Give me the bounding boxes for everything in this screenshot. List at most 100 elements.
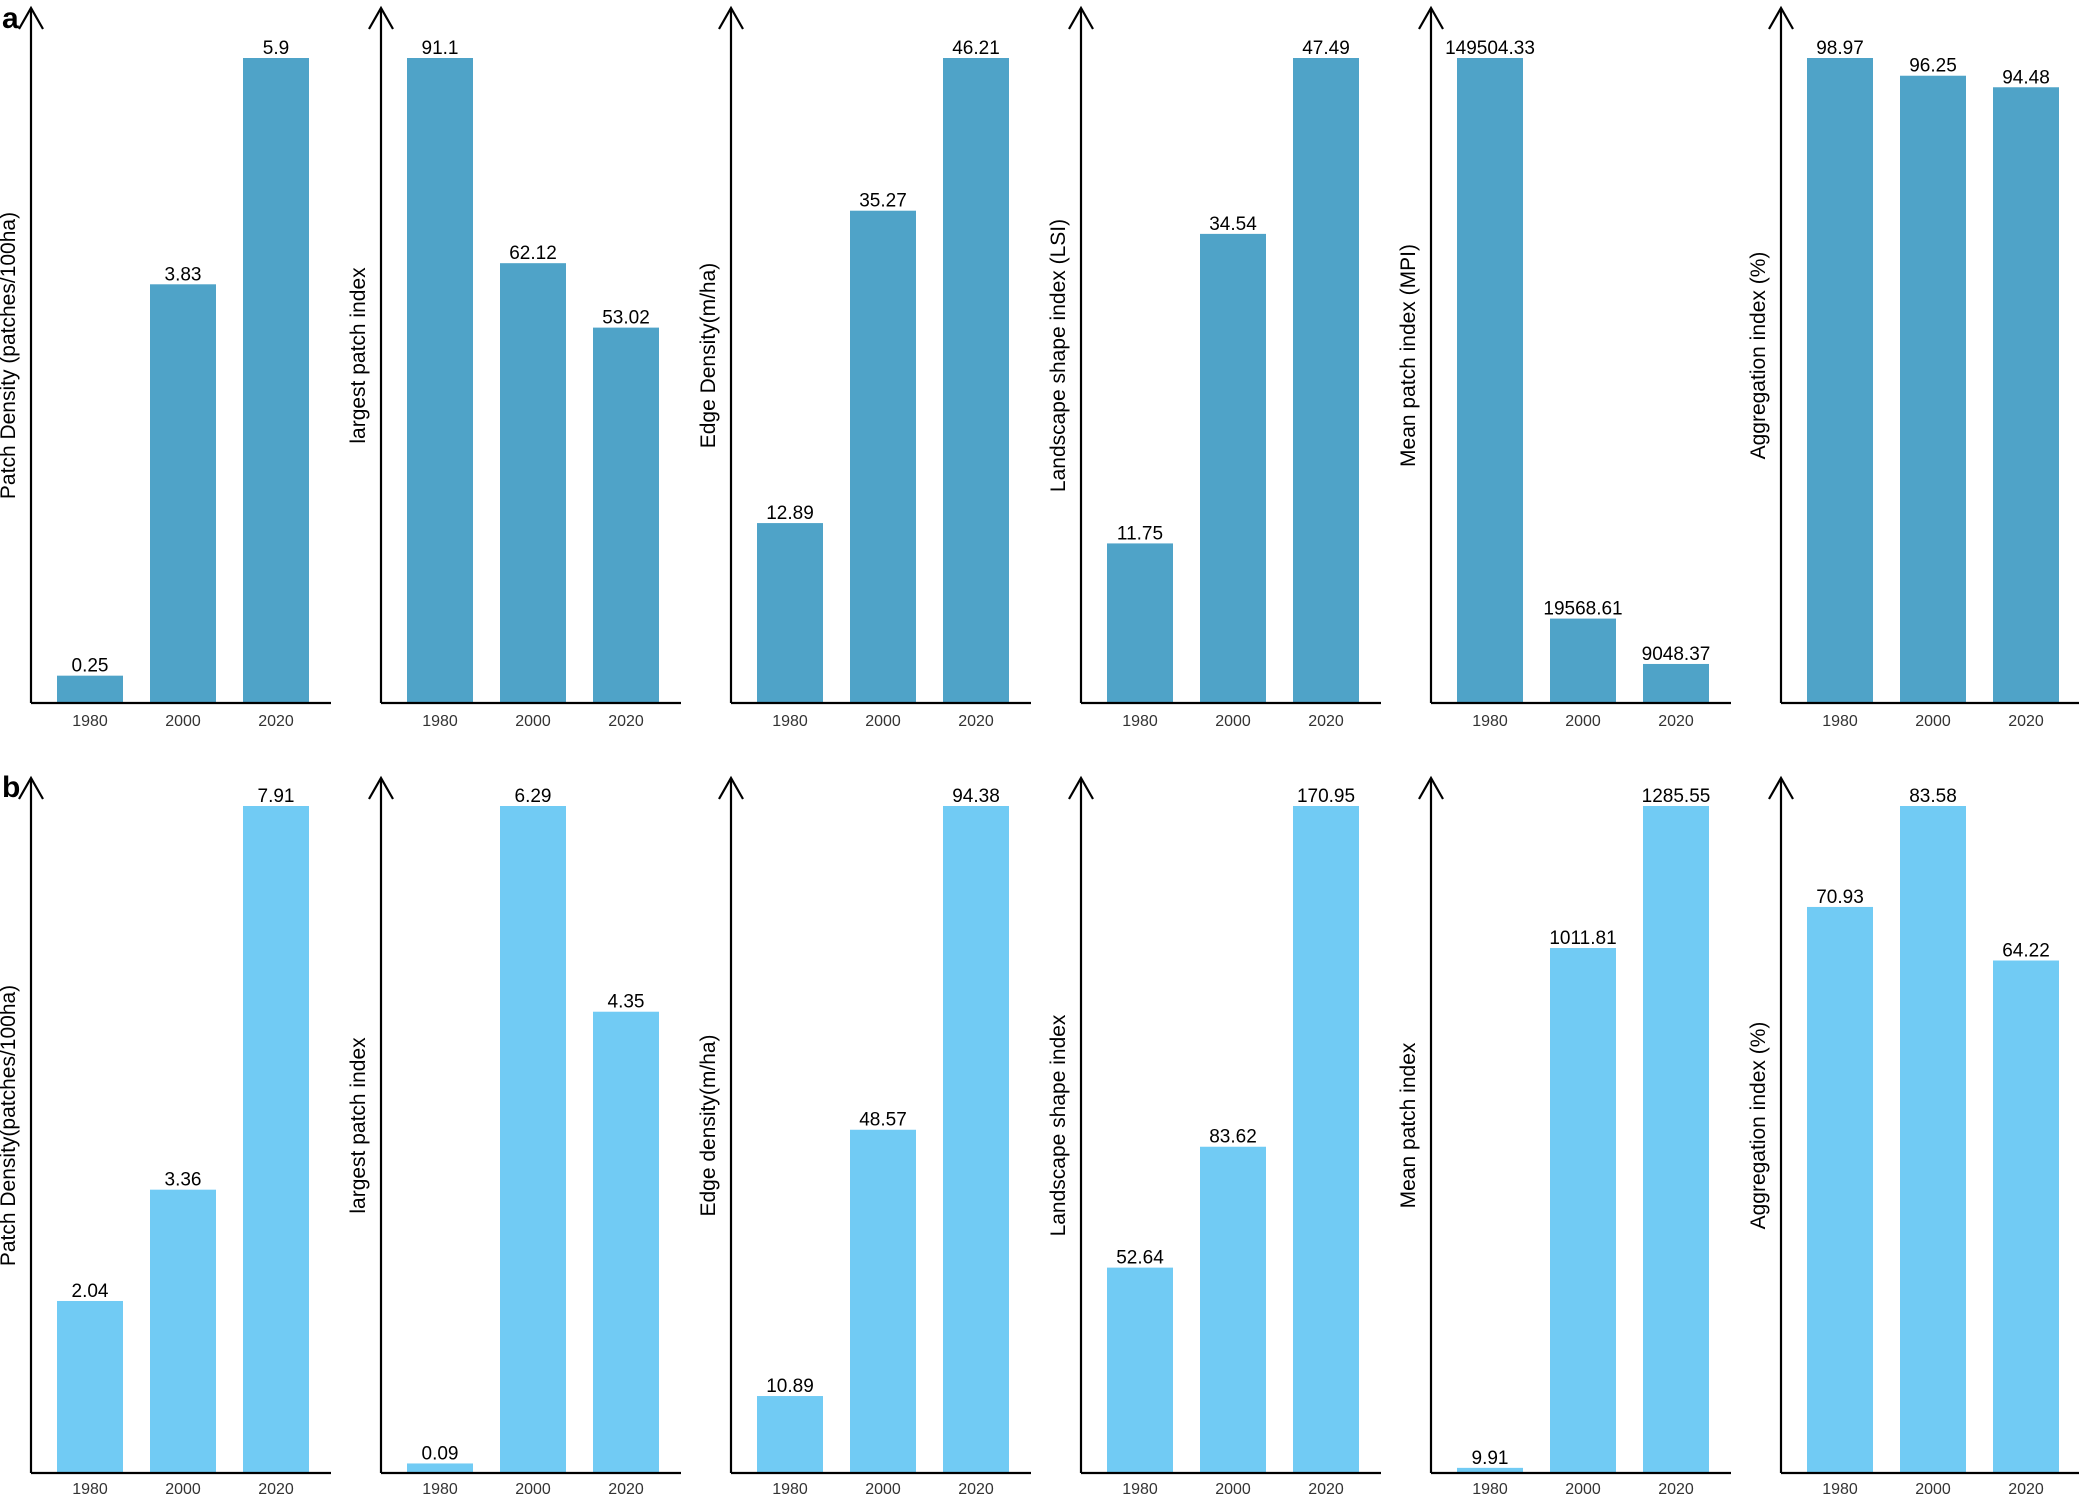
chart-a-3-y-axis-arrow: [718, 5, 744, 30]
chart-a-4-value-label-2020: 47.49: [1302, 38, 1350, 59]
chart-b-1-y-axis-label: Patch Density(patches/100ha): [0, 985, 20, 1266]
chart-b-2-tick-label-1980: 1980: [422, 1481, 458, 1498]
chart-b-5-tick-label-2000: 2000: [1565, 1481, 1601, 1498]
chart-a-2-value-label-2000: 62.12: [509, 243, 557, 264]
chart-a-6-tick-label-1980: 1980: [1822, 713, 1858, 730]
chart-b-2-y-axis-arrow: [368, 775, 394, 800]
chart-a-3-y-axis-label: Edge Density(m/ha): [697, 263, 720, 449]
chart-a-6-tick-label-2000: 2000: [1915, 713, 1951, 730]
chart-b-4-value-label-1980: 52.64: [1116, 1248, 1164, 1269]
chart-a-5-value-label-2000: 19568.61: [1543, 599, 1622, 620]
chart-b-2-tick-label-2000: 2000: [515, 1481, 551, 1498]
chart-a-2-bar-2020: [593, 327, 659, 703]
chart-b-5-bar-1980: [1457, 1467, 1523, 1473]
chart-a-1-tick-label-2020: 2020: [258, 713, 294, 730]
chart-b-1-tick-label-1980: 1980: [72, 1481, 108, 1498]
chart-b-3-y-axis-arrow: [718, 775, 744, 800]
chart-b-4-bar-1980: [1107, 1267, 1173, 1473]
chart-b-5-y-axis-label: Mean patch index: [1397, 1042, 1420, 1208]
chart-b-3-bar-2020: [943, 806, 1009, 1473]
panel-label-a: a: [2, 2, 19, 35]
chart-b-6-value-label-2000: 83.58: [1909, 786, 1957, 807]
chart-b-5-tick-label-2020: 2020: [1658, 1481, 1694, 1498]
chart-a-6-bar-1980: [1807, 58, 1873, 703]
chart-a-3-value-label-1980: 12.89: [766, 503, 814, 524]
chart-a-1-bar-2020: [243, 58, 309, 703]
chart-a-2-bar-2000: [500, 263, 566, 703]
chart-a-4-value-label-1980: 11.75: [1117, 523, 1163, 544]
chart-a-4-tick-label-2000: 2000: [1215, 713, 1251, 730]
chart-a-1-y-axis-arrow: [18, 5, 44, 30]
panel-label-b: b: [2, 771, 21, 804]
chart-a-1-value-label-2000: 3.83: [165, 264, 202, 285]
chart-b-4-tick-label-1980: 1980: [1122, 1481, 1158, 1498]
chart-b-4-tick-label-2000: 2000: [1215, 1481, 1251, 1498]
chart-b-2-y-axis-label: largest patch index: [347, 1037, 370, 1214]
chart-b-1-tick-label-2000: 2000: [165, 1481, 201, 1498]
chart-b-6-value-label-1980: 70.93: [1816, 887, 1864, 908]
chart-a-6-y-axis-label: Aggregation index (%): [1747, 252, 1770, 460]
chart-a-6-value-label-1980: 98.97: [1816, 38, 1864, 59]
chart-a-4-y-axis-label: Landscape shape index (LSI): [1047, 219, 1070, 492]
chart-a-2-tick-label-2000: 2000: [515, 713, 551, 730]
chart-a-1-tick-label-2000: 2000: [165, 713, 201, 730]
chart-a-1-bar-2000: [150, 284, 216, 703]
chart-b-3-bar-1980: [757, 1396, 823, 1473]
chart-b-6-bar-1980: [1807, 906, 1873, 1473]
chart-b-6-tick-label-2000: 2000: [1915, 1481, 1951, 1498]
chart-a-5-y-axis-label: Mean patch index (MPI): [1397, 244, 1420, 467]
chart-b-6-tick-label-1980: 1980: [1822, 1481, 1858, 1498]
chart-b-1-value-label-1980: 2.04: [72, 1281, 109, 1302]
chart-b-1-bar-2000: [150, 1189, 216, 1473]
chart-a-5-bar-2000: [1550, 618, 1616, 703]
chart-a-1-value-label-1980: 0.25: [72, 656, 109, 677]
chart-b-4-value-label-2000: 83.62: [1209, 1127, 1257, 1148]
chart-b-6-value-label-2020: 64.22: [2002, 941, 2050, 962]
chart-a-3-tick-label-1980: 1980: [772, 713, 808, 730]
chart-a-1-value-label-2020: 5.9: [263, 38, 289, 59]
chart-a-3-bar-2020: [943, 58, 1009, 703]
chart-a-5-y-axis-arrow: [1418, 5, 1444, 30]
chart-a-5-tick-label-1980: 1980: [1472, 713, 1508, 730]
chart-a-6-y-axis-arrow: [1768, 5, 1794, 30]
chart-b-1-tick-label-2020: 2020: [258, 1481, 294, 1498]
chart-a-5-bar-2020: [1643, 663, 1709, 703]
chart-b-3-tick-label-2020: 2020: [958, 1481, 994, 1498]
chart-b-4-value-label-2020: 170.95: [1297, 786, 1355, 807]
chart-b-1-bar-2020: [243, 806, 309, 1473]
chart-b-4-y-axis-arrow: [1068, 775, 1094, 800]
chart-a-5-bar-1980: [1457, 58, 1523, 703]
chart-b-3-value-label-1980: 10.89: [766, 1376, 814, 1397]
chart-a-4-bar-2020: [1293, 58, 1359, 703]
chart-a-2-bar-1980: [407, 58, 473, 703]
chart-b-3-tick-label-1980: 1980: [772, 1481, 808, 1498]
chart-b-2-bar-1980: [407, 1463, 473, 1473]
chart-b-6-y-axis-arrow: [1768, 775, 1794, 800]
chart-a-4-bar-1980: [1107, 543, 1173, 703]
chart-b-4-y-axis-label: Landscape shape index: [1047, 1014, 1070, 1236]
chart-a-2-value-label-1980: 91.1: [422, 38, 459, 59]
chart-a-4-tick-label-2020: 2020: [1308, 713, 1344, 730]
chart-b-5-bar-2020: [1643, 806, 1709, 1473]
chart-a-3-value-label-2000: 35.27: [859, 191, 907, 212]
chart-a-2-tick-label-1980: 1980: [422, 713, 458, 730]
chart-a-3-bar-1980: [757, 523, 823, 703]
chart-b-1-y-axis-arrow: [18, 775, 44, 800]
chart-b-5-value-label-1980: 9.91: [1472, 1448, 1509, 1469]
chart-a-6-bar-2000: [1900, 75, 1966, 704]
chart-a-1-y-axis-label: Patch Density (patches/100ha): [0, 212, 20, 499]
chart-a-3-value-label-2020: 46.21: [952, 38, 1000, 59]
chart-b-3-value-label-2000: 48.57: [859, 1110, 907, 1131]
chart-a-4-tick-label-1980: 1980: [1122, 713, 1158, 730]
chart-a-6-value-label-2000: 96.25: [1909, 56, 1957, 77]
chart-a-2-value-label-2020: 53.02: [602, 308, 650, 329]
chart-b-2-bar-2020: [593, 1011, 659, 1473]
chart-b-5-y-axis-arrow: [1418, 775, 1444, 800]
chart-b-3-bar-2000: [850, 1129, 916, 1473]
chart-b-5-value-label-2020: 1285.55: [1642, 786, 1711, 807]
chart-b-2-tick-label-2020: 2020: [608, 1481, 644, 1498]
chart-b-1-value-label-2020: 7.91: [258, 786, 295, 807]
chart-a-2-tick-label-2020: 2020: [608, 713, 644, 730]
